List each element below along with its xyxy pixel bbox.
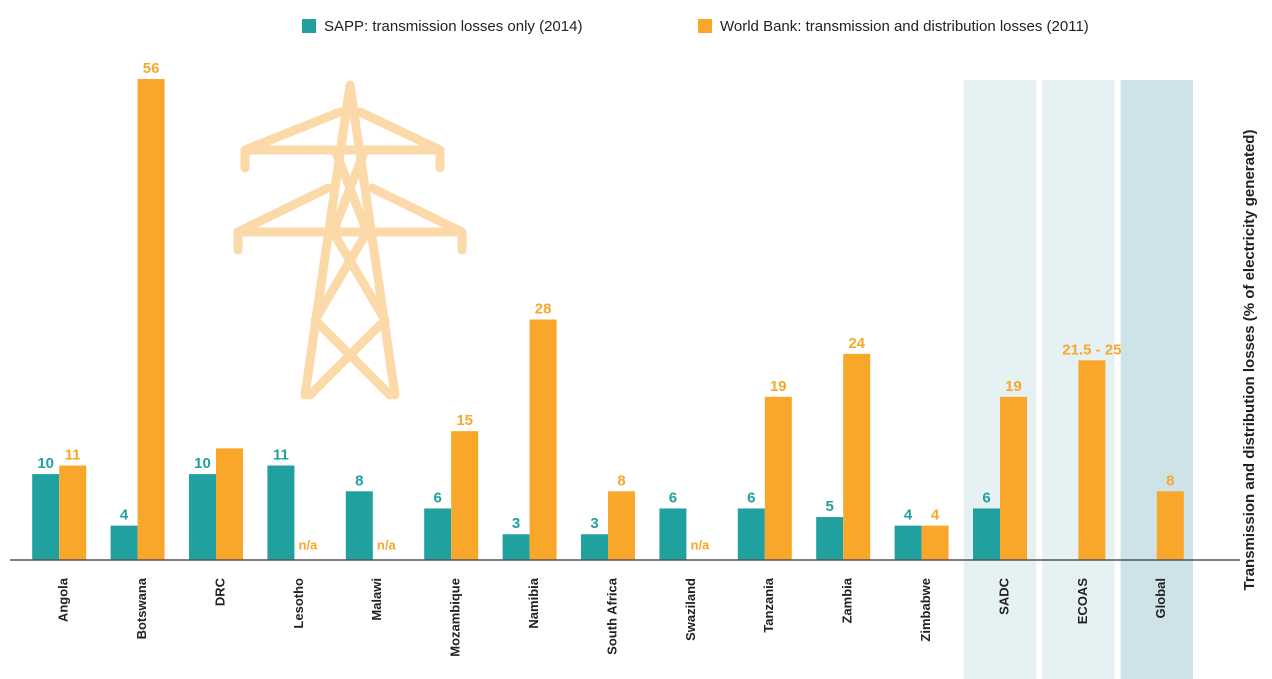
data-label: 4: [931, 507, 940, 524]
x-tick-label: South Africa: [604, 577, 619, 655]
bar: [424, 508, 451, 560]
x-tick-label: Zambia: [840, 577, 855, 623]
bar: [189, 474, 216, 560]
x-tick-label: Zimbabwe: [918, 578, 933, 642]
x-tick-label: Malawi: [369, 578, 384, 621]
y-axis-label: Transmission and distribution losses (% …: [1241, 130, 1258, 591]
data-label: 8: [355, 472, 363, 489]
bar: [138, 79, 165, 560]
bar: [346, 491, 373, 560]
bar: [451, 431, 478, 560]
bar: [922, 526, 949, 560]
legend-swatch: [302, 19, 316, 33]
data-label: 19: [770, 378, 787, 395]
data-label: 15: [456, 412, 473, 429]
x-tick-label: Global: [1153, 578, 1168, 618]
x-tick-label: Botswana: [134, 577, 149, 639]
pylon-icon: [238, 85, 462, 395]
bar: [111, 526, 138, 560]
data-label: 11: [65, 446, 81, 463]
bar: [973, 508, 1000, 560]
data-label: 24: [848, 335, 865, 352]
data-label: 3: [512, 515, 520, 532]
bar: [816, 517, 843, 560]
legend-label: World Bank: transmission and distributio…: [720, 18, 1089, 35]
data-label: 11: [273, 446, 289, 463]
bar: [608, 491, 635, 560]
bar: [216, 448, 243, 560]
bar: [1157, 491, 1184, 560]
bar: [843, 354, 870, 560]
x-tick-label: DRC: [212, 577, 227, 606]
bar: [895, 526, 922, 560]
bar: [765, 397, 792, 560]
x-tick-label: ECOAS: [1075, 578, 1090, 625]
data-label: 10: [37, 455, 54, 472]
data-label: 5: [826, 498, 834, 515]
bar: [659, 508, 686, 560]
x-tick-label: Lesotho: [291, 578, 306, 629]
legend-label: SAPP: transmission losses only (2014): [324, 18, 582, 35]
data-label: 6: [747, 489, 755, 506]
data-label: 19: [1005, 378, 1022, 395]
data-label: 8: [1166, 472, 1174, 489]
data-label: n/a: [377, 537, 397, 552]
bar: [530, 320, 557, 561]
bar: [1078, 360, 1105, 560]
x-tick-label: Angola: [56, 577, 71, 622]
data-label: n/a: [299, 537, 319, 552]
bar: [581, 534, 608, 560]
data-label: 6: [669, 489, 677, 506]
data-label: 4: [120, 507, 129, 524]
data-label: 6: [982, 489, 990, 506]
bar: [32, 474, 59, 560]
data-label: 6: [434, 489, 442, 506]
bar: [738, 508, 765, 560]
bar: [503, 534, 530, 560]
x-tick-label: Namibia: [526, 577, 541, 628]
data-label: 10: [194, 455, 211, 472]
bar: [59, 466, 86, 560]
data-label: 21.5 - 25: [1062, 341, 1121, 358]
data-label: 28: [535, 300, 552, 317]
data-label: 8: [617, 472, 625, 489]
x-tick-label: Tanzania: [761, 577, 776, 632]
data-label: 56: [143, 60, 160, 77]
data-label: 3: [590, 515, 598, 532]
x-tick-label: SADC: [996, 577, 1011, 614]
x-tick-label: Swaziland: [683, 578, 698, 641]
bar: [1000, 397, 1027, 560]
data-label: 4: [904, 507, 913, 524]
bar: [267, 466, 294, 560]
data-label: n/a: [691, 537, 711, 552]
legend-swatch: [698, 19, 712, 33]
chart: Transmission and distribution losses (% …: [0, 0, 1272, 679]
x-tick-label: Mozambique: [448, 578, 463, 657]
